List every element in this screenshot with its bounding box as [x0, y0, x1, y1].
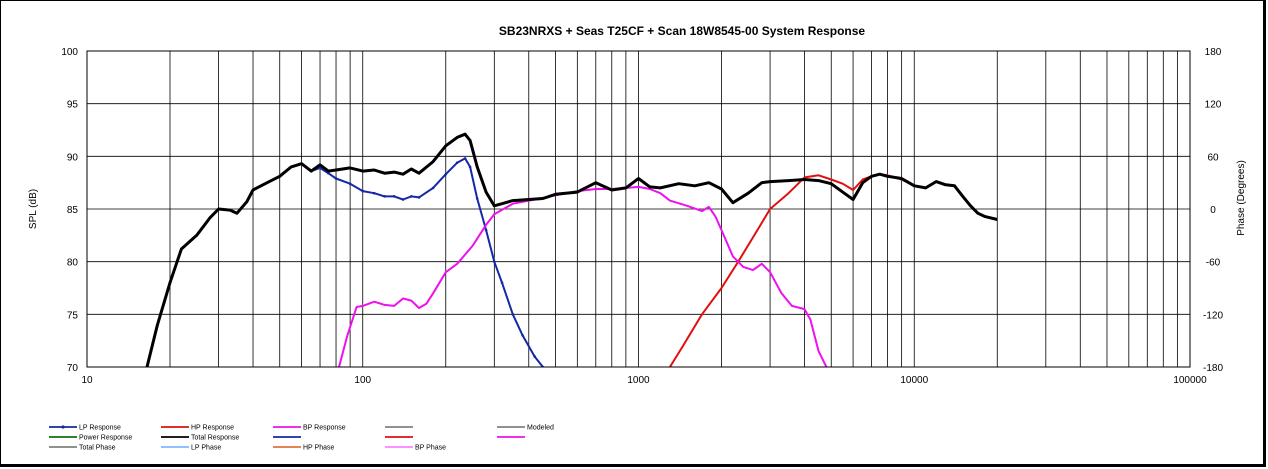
legend-label: LP Phase: [191, 445, 221, 452]
legend: LP Response HP Response BP Response Modeled…: [49, 425, 554, 452]
legend-item: LP Phase: [161, 445, 221, 452]
lp-data-point: [348, 182, 352, 186]
lp-data-point: [475, 197, 479, 200]
lp-data-point: [521, 334, 524, 337]
y2-tick-label: -60: [1206, 258, 1221, 269]
legend-item: HP Response: [161, 425, 234, 432]
lp-data-point: [533, 355, 536, 358]
y-axis-title: SPL (dB): [28, 189, 39, 229]
lp-data-point: [463, 157, 467, 160]
x-tick-label: 100: [354, 375, 371, 386]
legend-label: LP Response: [79, 425, 121, 432]
x-tick-label: 1000: [627, 375, 650, 386]
legend-item: Total Phase: [49, 445, 116, 452]
lp-data-point: [444, 172, 448, 176]
lp-data-point: [383, 195, 386, 198]
x-tick-label: 10: [81, 375, 93, 386]
lp-data-point: [511, 313, 515, 316]
lp-data-point: [372, 191, 376, 195]
y-tick-label: 70: [67, 363, 79, 374]
series-layer: [145, 132, 998, 367]
series-bp-response: [338, 185, 828, 367]
lp-data-point: [334, 177, 338, 180]
legend-item: BP Phase: [385, 445, 446, 452]
legend-item: LP Response: [49, 425, 121, 432]
y-tick-label: 90: [67, 152, 79, 163]
y-tick-label: 95: [67, 100, 79, 111]
legend-marker: [61, 425, 65, 429]
series-hp-response: [669, 173, 915, 367]
lp-data-point: [361, 189, 365, 193]
legend-item: Total Response: [161, 435, 239, 442]
lp-data-point: [468, 165, 472, 169]
legend-label: BP Response: [303, 425, 346, 432]
series-line-bp-response: [338, 185, 828, 367]
series-line-lp-response: [146, 157, 544, 367]
y-axis-ticks: 70 75 80 85 90 95 100: [61, 47, 78, 374]
legend-label: Modeled: [527, 425, 554, 432]
lp-data-point: [392, 195, 396, 198]
legend-item: BP Response: [273, 425, 346, 432]
legend-item: Modeled: [497, 425, 554, 432]
y2-axis-title: Phase (Degrees): [1236, 160, 1247, 236]
lp-data-point: [431, 186, 435, 190]
plot-area-border: [86, 50, 1191, 368]
grid: [87, 51, 1190, 367]
y-tick-label: 100: [61, 47, 78, 58]
legend-label: HP Response: [191, 425, 234, 432]
legend-label: Power Response: [79, 435, 132, 442]
series-line-hp-response: [669, 173, 915, 367]
lp-data-point: [455, 161, 459, 164]
lp-data-point: [417, 196, 421, 199]
series-line-total-response: [145, 132, 998, 367]
legend-label: Total Phase: [79, 445, 116, 452]
y-tick-label: 80: [67, 258, 79, 269]
x-tick-label: 100000: [1173, 375, 1207, 386]
lp-data-point: [484, 228, 488, 232]
y2-tick-label: -180: [1203, 363, 1223, 374]
legend-label: HP Phase: [303, 445, 334, 452]
lp-data-point: [318, 166, 322, 170]
lp-data-point: [493, 260, 496, 263]
y2-tick-label: -120: [1203, 310, 1223, 321]
legend-item: HP Phase: [273, 445, 334, 452]
legend-label: BP Phase: [415, 445, 446, 452]
x-axis-ticks: 10 100 1000 10000 100000: [81, 375, 1207, 386]
y-tick-label: 85: [67, 205, 79, 216]
lp-data-point: [410, 195, 413, 198]
lp-data-point: [500, 281, 504, 285]
y2-axis-ticks: -180 -120 -60 0 60 120 180: [1203, 47, 1223, 374]
chart-title: SB23NRXS + Seas T25CF + Scan 18W8545-00 …: [499, 24, 866, 38]
lp-data-point: [401, 198, 405, 201]
x-tick-label: 10000: [900, 375, 928, 386]
lp-data-point: [326, 171, 330, 175]
y-tick-label: 75: [67, 310, 79, 321]
legend-item: Power Response: [49, 435, 132, 442]
legend-label: Total Response: [191, 435, 239, 442]
y2-tick-label: 120: [1205, 100, 1222, 111]
series-total-response: [145, 132, 998, 367]
y2-tick-label: 180: [1205, 47, 1222, 58]
y2-tick-label: 0: [1210, 205, 1216, 216]
y2-tick-label: 60: [1207, 152, 1219, 163]
